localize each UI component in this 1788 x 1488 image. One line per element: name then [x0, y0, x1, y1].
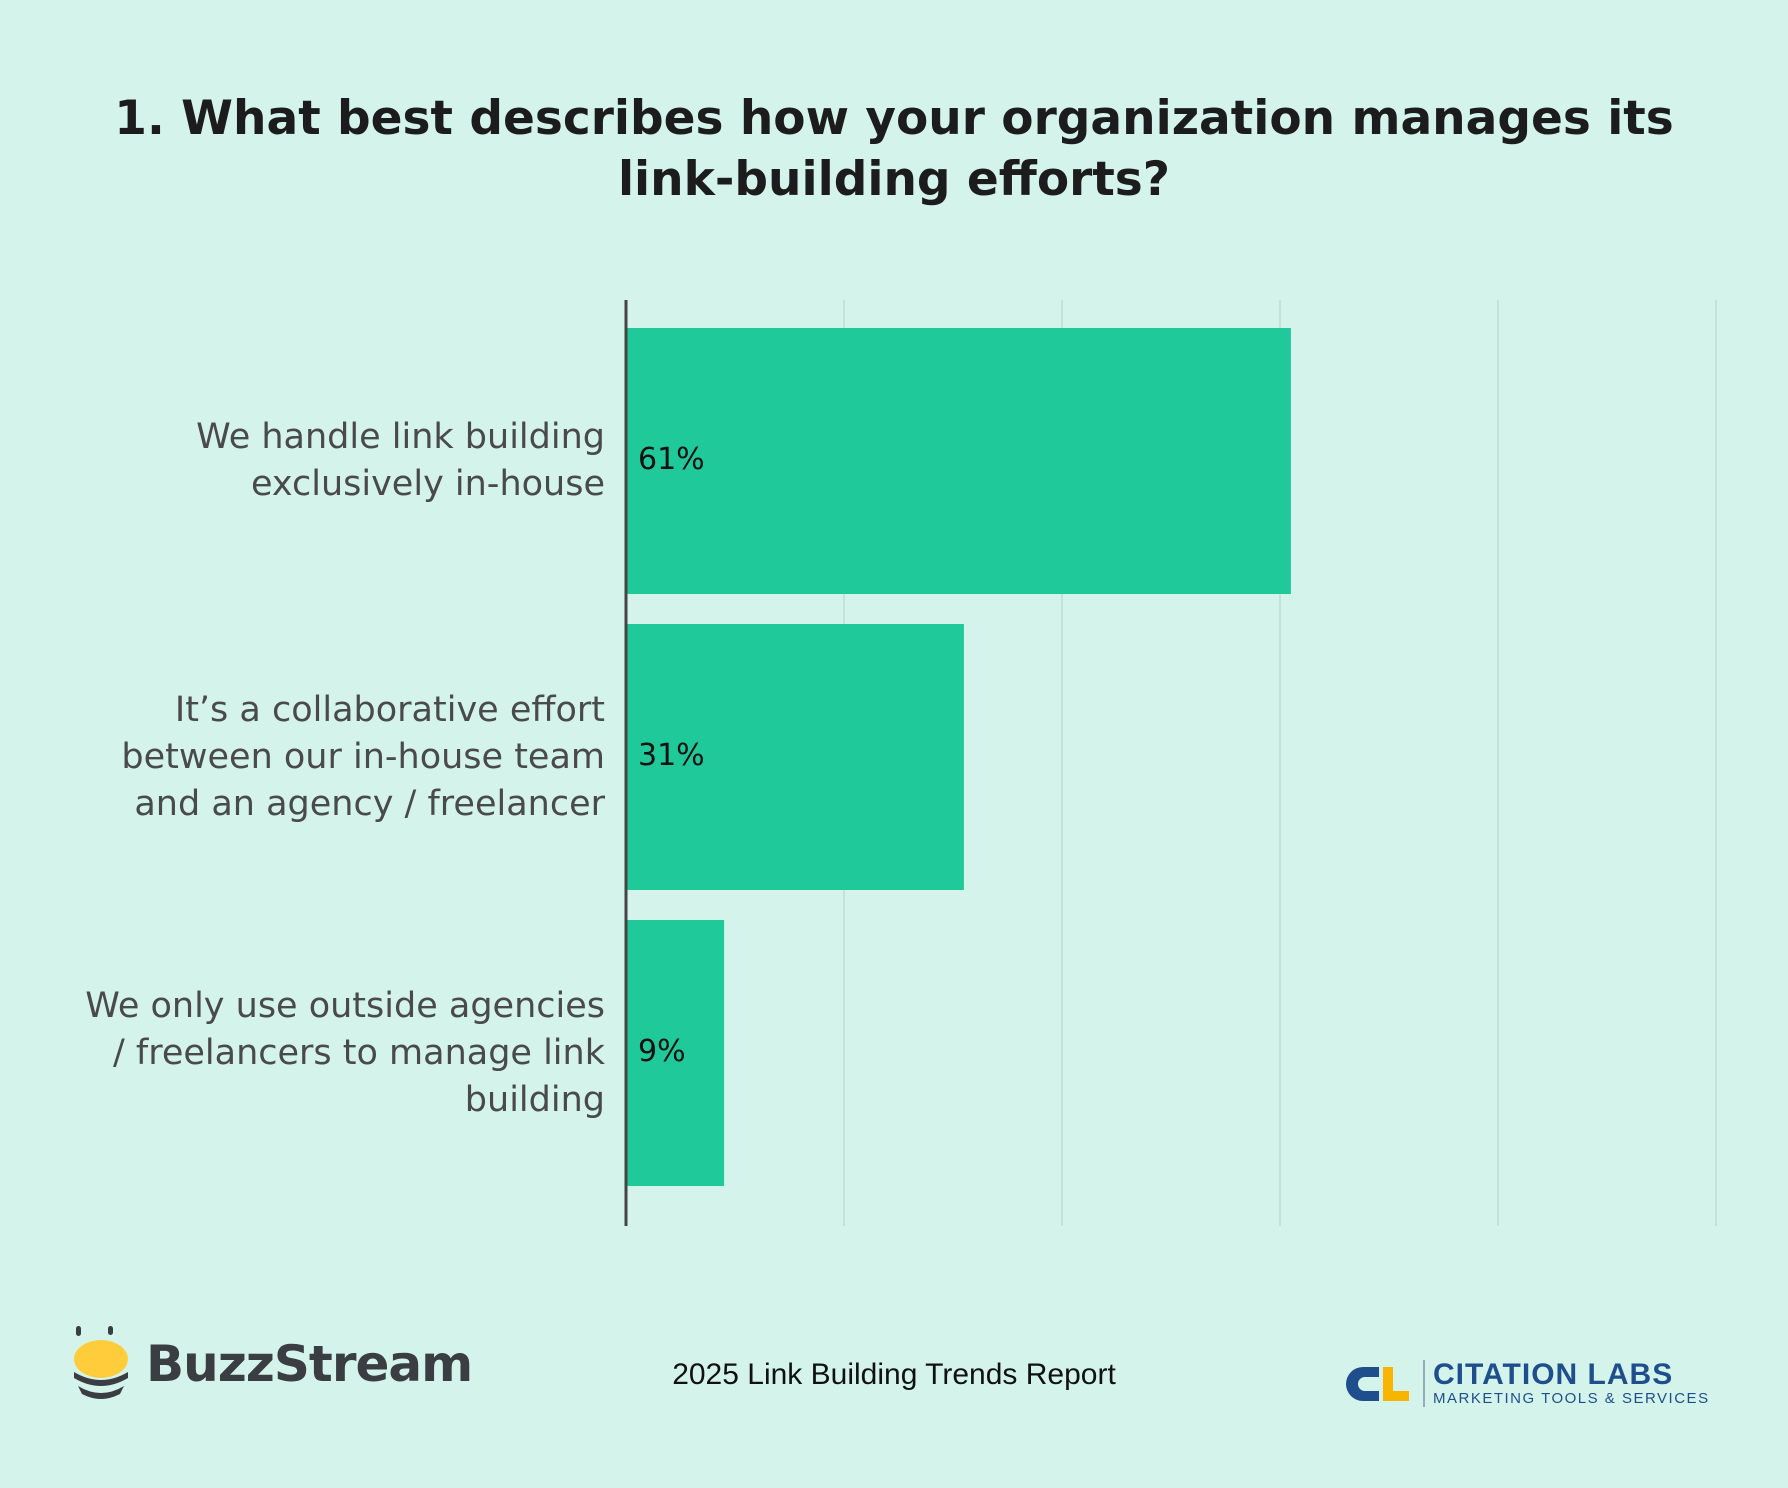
data-label: 31%: [638, 738, 705, 773]
buzzstream-logo: BuzzStream: [70, 1326, 473, 1402]
citation-labs-logo: CITATION LABS MARKETING TOOLS & SERVICES: [1345, 1360, 1710, 1407]
category-label: We only use outside agencies / freelancer…: [45, 983, 605, 1124]
citation-labs-tagline: MARKETING TOOLS & SERVICES: [1433, 1390, 1710, 1407]
category-label-line: We handle link building: [196, 417, 605, 457]
category-label-line: between our in-house team: [121, 736, 605, 777]
category-label: It’s a collaborative effort between our i…: [45, 687, 605, 828]
data-label: 61%: [638, 442, 705, 477]
category-label-line: It’s a collaborative effort: [174, 689, 605, 730]
data-label: 9%: [638, 1034, 686, 1069]
bar: [626, 624, 964, 890]
buzzstream-wordmark: BuzzStream: [146, 1335, 473, 1393]
bar-chart: [624, 300, 1717, 1226]
category-label-line: We only use outside agencies: [85, 985, 605, 1026]
bee-icon: [74, 1326, 128, 1399]
category-label-line: exclusively in-house: [250, 464, 605, 504]
citation-labs-name: CITATION LABS: [1433, 1358, 1674, 1391]
report-title: 2025 Link Building Trends Report: [672, 1358, 1116, 1391]
bar: [626, 328, 1291, 594]
bar: [626, 920, 725, 1186]
category-label-line: building: [464, 1079, 605, 1120]
chart-title: 1. What best describes how your organiza…: [114, 91, 1674, 207]
category-label-line: and an agency / freelancer: [134, 783, 605, 824]
category-label: We handle link building exclusively in-ho…: [45, 414, 605, 508]
cl-mark-icon: [1346, 1366, 1409, 1401]
category-label-line: / freelancers to manage link: [112, 1032, 605, 1073]
